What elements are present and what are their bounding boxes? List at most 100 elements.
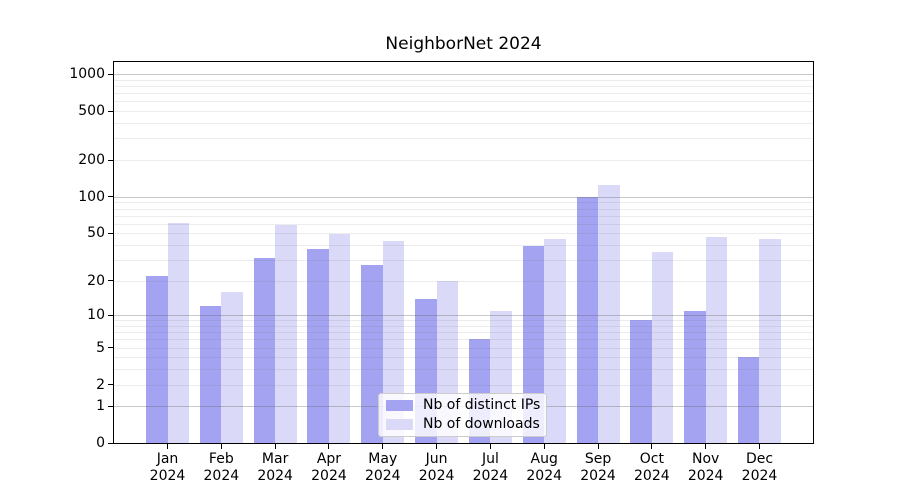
- x-tick-label-sep: Sep 2024: [566, 451, 630, 485]
- legend: Nb of distinct IPs Nb of downloads: [378, 393, 547, 437]
- legend-swatch-distinct-ips: [386, 400, 413, 412]
- bar-downloads-dec: [759, 238, 781, 444]
- gridline-major-1000: [114, 74, 813, 75]
- y-tick-label-1000: 1000: [69, 66, 105, 83]
- x-tick-mar: [274, 443, 276, 449]
- x-tick-label-mar: Mar 2024: [243, 451, 307, 485]
- gridline-minor-400: [114, 123, 813, 124]
- x-tick-label-oct: Oct 2024: [620, 451, 684, 485]
- left-spine: [113, 60, 115, 444]
- x-tick-month: Jul: [481, 451, 499, 468]
- x-tick-label-may: May 2024: [351, 451, 415, 485]
- y-tick-label-500: 500: [78, 103, 105, 120]
- gridline-minor-90: [114, 202, 813, 203]
- y-tick-0: [108, 442, 114, 444]
- gridline-minor-800: [114, 86, 813, 87]
- y-tick-10: [108, 314, 114, 316]
- x-tick-year: 2024: [364, 468, 401, 485]
- chart-title: NeighborNet 2024: [385, 34, 542, 54]
- x-tick-oct: [651, 443, 653, 449]
- gridline-major-100: [114, 197, 813, 198]
- gridline-minor-6: [114, 339, 813, 340]
- bar-downloads-jan: [167, 222, 189, 444]
- bar-downloads-sep: [598, 184, 620, 444]
- gridline-minor-60: [114, 224, 813, 225]
- bar-downloads-oct: [651, 251, 674, 444]
- x-tick-label-jun: Jun 2024: [405, 451, 469, 485]
- x-tick-month: Dec: [745, 451, 774, 468]
- y-tick-label-5: 5: [96, 339, 105, 356]
- gridline-minor-600: [114, 101, 813, 102]
- bar-distinct-ips-sep: [576, 196, 599, 444]
- gridline-minor-900: [114, 80, 813, 81]
- x-tick-year: 2024: [526, 468, 563, 485]
- bar-downloads-may: [382, 241, 405, 444]
- legend-label-distinct-ips: Nb of distinct IPs: [423, 397, 541, 414]
- x-tick-label-dec: Dec 2024: [727, 451, 791, 485]
- y-tick-label-2: 2: [96, 376, 105, 393]
- right-spine: [812, 60, 814, 444]
- x-tick-may: [382, 443, 384, 449]
- y-tick-label-100: 100: [78, 188, 105, 205]
- x-tick-month: Jan: [156, 451, 179, 468]
- y-tick-label-0: 0: [96, 435, 105, 452]
- x-tick-month: Oct: [639, 451, 664, 468]
- x-tick-month: Jun: [425, 451, 448, 468]
- y-tick-5: [108, 347, 114, 349]
- bar-distinct-ips-nov: [684, 310, 706, 444]
- y-tick-label-10: 10: [87, 307, 105, 324]
- y-tick-2: [108, 384, 114, 386]
- x-tick-label-aug: Aug 2024: [512, 451, 576, 485]
- gridline-minor-4: [114, 357, 813, 358]
- x-tick-month: Apr: [316, 451, 342, 468]
- gridline-minor-7: [114, 332, 813, 333]
- y-tick-1000: [108, 73, 114, 75]
- gridline-minor-500: [114, 111, 813, 112]
- bar-distinct-ips-jan: [146, 275, 168, 444]
- x-tick-month: Aug: [530, 451, 558, 468]
- x-tick-label-jul: Jul 2024: [458, 451, 522, 485]
- x-tick-label-jan: Jan 2024: [136, 451, 200, 485]
- x-tick-year: 2024: [311, 468, 347, 485]
- legend-label-downloads: Nb of downloads: [423, 415, 540, 432]
- gridline-minor-50: [114, 233, 813, 234]
- gridline-minor-20: [114, 281, 813, 282]
- x-tick-month: Mar: [261, 451, 289, 468]
- x-tick-year: 2024: [687, 468, 724, 485]
- x-tick-feb: [220, 443, 222, 449]
- bottom-spine: [113, 442, 814, 444]
- x-tick-month: May: [368, 451, 398, 468]
- y-tick-label-50: 50: [87, 225, 105, 242]
- y-tick-label-20: 20: [87, 272, 105, 289]
- gridline-minor-70: [114, 216, 813, 217]
- gridline-minor-9: [114, 320, 813, 321]
- bar-distinct-ips-feb: [199, 306, 222, 444]
- x-tick-label-apr: Apr 2024: [297, 451, 361, 485]
- bar-downloads-mar: [275, 225, 297, 444]
- x-tick-year: 2024: [741, 468, 778, 485]
- legend-swatch-downloads: [386, 418, 413, 430]
- gridline-major-10: [114, 315, 813, 316]
- x-tick-apr: [328, 443, 330, 449]
- x-tick-jul: [489, 443, 491, 449]
- bar-distinct-ips-apr: [307, 248, 329, 444]
- y-tick-100: [108, 196, 114, 198]
- x-tick-aug: [543, 443, 545, 449]
- bar-downloads-feb: [221, 291, 243, 444]
- x-tick-year: 2024: [203, 468, 240, 485]
- x-tick-year: 2024: [418, 468, 455, 485]
- bar-distinct-ips-may: [361, 265, 383, 444]
- x-tick-year: 2024: [149, 468, 186, 485]
- y-tick-20: [108, 280, 114, 282]
- gridline-minor-8: [114, 326, 813, 327]
- y-tick-label-1: 1: [96, 398, 105, 415]
- legend-item-downloads: Nb of downloads: [386, 415, 540, 433]
- x-tick-year: 2024: [472, 468, 509, 485]
- x-tick-dec: [758, 443, 760, 449]
- y-tick-1: [108, 405, 114, 407]
- x-tick-jan: [167, 443, 168, 449]
- y-tick-500: [108, 110, 114, 112]
- gridline-minor-300: [114, 138, 813, 139]
- y-tick-50: [108, 232, 114, 234]
- bar-downloads-nov: [705, 236, 728, 444]
